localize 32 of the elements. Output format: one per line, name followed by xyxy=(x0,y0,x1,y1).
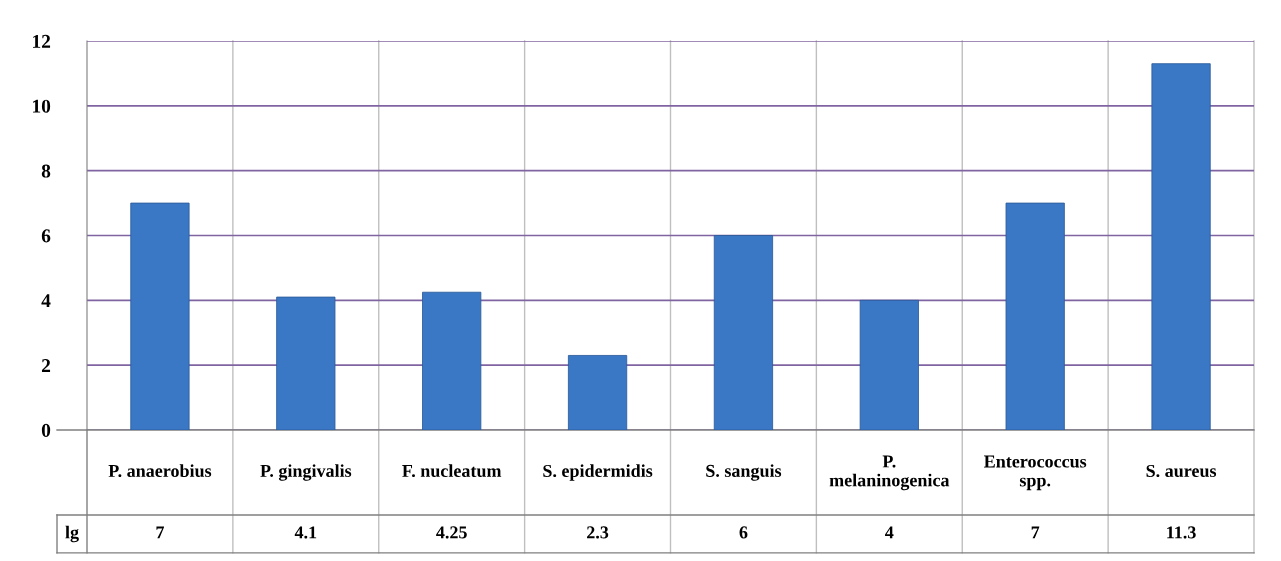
x-tick-label: P. melaninogenica xyxy=(829,455,950,491)
x-tick-label: P. gingivalis xyxy=(260,464,352,481)
bar xyxy=(422,291,482,430)
data-label: 11.3 xyxy=(1167,526,1196,539)
y-tick-label: 8 xyxy=(41,164,51,178)
x-tick-label: F. nucleatum xyxy=(402,464,502,478)
bar xyxy=(713,235,774,430)
data-label: 4 xyxy=(885,526,894,539)
y-tick-label: 0 xyxy=(41,423,51,437)
x-tick-label: S. aureus xyxy=(1146,464,1217,478)
data-label: 2.3 xyxy=(587,526,609,539)
y-tick-label: 2 xyxy=(41,359,51,372)
data-label: 4.25 xyxy=(436,526,467,539)
text: lg xyxy=(65,525,79,543)
bar xyxy=(859,299,919,430)
data-label: 6 xyxy=(739,526,748,539)
x-tick-label: S. sanguis xyxy=(706,464,782,481)
y-tick-label: 10 xyxy=(33,99,51,113)
bar xyxy=(130,202,190,430)
bar xyxy=(1005,202,1065,430)
bar xyxy=(276,296,336,430)
bar xyxy=(567,355,628,430)
x-tick-label: P. anaerobius xyxy=(108,464,212,478)
y-tick-label: 4 xyxy=(41,294,51,308)
y-tick-label: 12 xyxy=(33,34,51,48)
x-tick-label: S. epidermidis xyxy=(543,464,653,481)
data-label: 7 xyxy=(1031,526,1040,539)
data-label: 4.1 xyxy=(294,526,317,539)
data-label: 7 xyxy=(156,526,165,539)
bar xyxy=(1151,63,1211,430)
x-tick-label: Enterococcus spp. xyxy=(984,455,1087,491)
y-tick-label: 6 xyxy=(41,229,51,243)
